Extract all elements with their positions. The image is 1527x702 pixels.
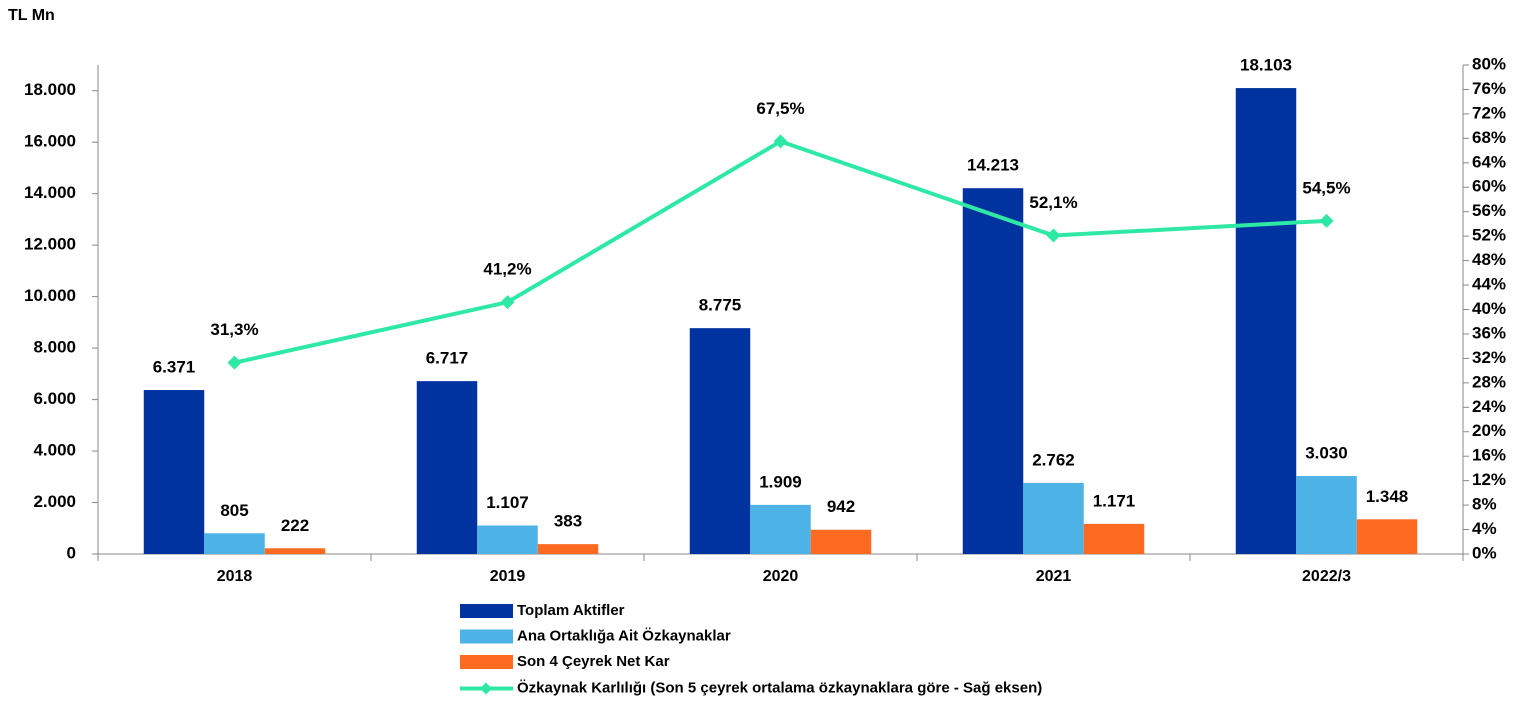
data-label: 14.213 — [967, 156, 1019, 175]
bar — [689, 328, 751, 554]
data-label: 67,5% — [756, 99, 804, 118]
x-tick-label: 2021 — [1036, 568, 1072, 585]
data-label: 383 — [554, 512, 582, 531]
legend-swatch — [460, 604, 513, 618]
data-label: 3.030 — [1305, 444, 1348, 463]
y2-tick-label: 20% — [1472, 421, 1506, 440]
y2-tick-label: 64% — [1472, 152, 1506, 171]
bar — [264, 548, 326, 554]
bar — [477, 525, 538, 554]
y-tick-label: 6.000 — [33, 389, 76, 408]
y2-tick-label: 48% — [1472, 250, 1506, 269]
bar — [1023, 482, 1084, 554]
y-tick-label: 16.000 — [24, 132, 76, 151]
x-tick-label: 2020 — [763, 568, 799, 585]
y-tick-label: 4.000 — [33, 441, 76, 460]
y2-tick-label: 4% — [1472, 519, 1497, 538]
bar — [204, 533, 265, 554]
y2-tick-label: 28% — [1472, 372, 1506, 391]
data-label: 1.107 — [486, 493, 529, 512]
y2-tick-label: 8% — [1472, 495, 1497, 514]
line-marker — [227, 355, 242, 370]
legend-label: Toplam Aktifler — [517, 602, 625, 619]
data-label: 54,5% — [1302, 178, 1350, 197]
y2-tick-label: 80% — [1472, 54, 1506, 73]
y2-tick-label: 44% — [1472, 275, 1506, 294]
bar — [416, 381, 478, 554]
data-label: 805 — [220, 501, 248, 520]
data-label: 18.103 — [1240, 56, 1292, 75]
data-label: 8.775 — [699, 296, 742, 315]
y-tick-label: 14.000 — [24, 183, 76, 202]
x-tick-label: 2022/3 — [1302, 568, 1351, 585]
y2-tick-label: 24% — [1472, 397, 1506, 416]
data-label: 41,2% — [483, 260, 531, 279]
y2-tick-label: 76% — [1472, 79, 1506, 98]
data-label: 1.171 — [1093, 491, 1136, 510]
y2-tick-label: 52% — [1472, 226, 1506, 245]
unit-label: TL Mn — [8, 7, 55, 24]
y-tick-label: 12.000 — [24, 235, 76, 254]
y-tick-label: 0 — [67, 543, 76, 562]
bar — [750, 504, 811, 554]
x-tick-label: 2019 — [490, 568, 526, 585]
y2-tick-label: 40% — [1472, 299, 1506, 318]
line-marker — [1319, 213, 1334, 228]
y2-tick-label: 0% — [1472, 543, 1497, 562]
bar — [1356, 519, 1418, 554]
y-tick-label: 10.000 — [24, 286, 76, 305]
y2-tick-label: 72% — [1472, 103, 1506, 122]
data-label: 2.762 — [1032, 450, 1075, 469]
data-label: 942 — [827, 497, 855, 516]
y-tick-label: 2.000 — [33, 492, 76, 511]
legend-label: Son 4 Çeyrek Net Kar — [517, 653, 670, 670]
y2-tick-label: 68% — [1472, 128, 1506, 147]
x-tick-label: 2018 — [217, 568, 253, 585]
y2-tick-label: 16% — [1472, 446, 1506, 465]
line — [234, 139, 1327, 365]
y2-tick-label: 56% — [1472, 201, 1506, 220]
data-label: 1.909 — [759, 472, 802, 491]
bar — [1083, 523, 1145, 554]
bar — [810, 529, 872, 554]
legend-swatch — [460, 629, 513, 644]
legend-label: Özkaynak Karlılığı (Son 5 çeyrek ortalam… — [517, 679, 1042, 696]
line-marker — [773, 134, 788, 149]
data-label: 52,1% — [1029, 193, 1077, 212]
legend-swatch — [460, 655, 513, 669]
legend-swatch — [480, 682, 492, 695]
line-marker — [500, 295, 515, 310]
y-tick-label: 18.000 — [24, 80, 76, 99]
y2-tick-label: 36% — [1472, 323, 1506, 342]
line-marker — [1046, 228, 1061, 243]
bar — [1296, 476, 1357, 554]
legend-label: Ana Ortaklığa Ait Özkaynaklar — [517, 627, 731, 644]
data-label: 222 — [281, 516, 309, 535]
bar — [1235, 88, 1297, 555]
bar — [962, 188, 1024, 554]
data-label: 6.717 — [426, 349, 469, 368]
bar — [143, 390, 205, 554]
data-label: 1.348 — [1366, 487, 1409, 506]
bar — [537, 544, 599, 554]
y2-tick-label: 60% — [1472, 177, 1506, 196]
data-label: 31,3% — [210, 320, 258, 339]
y2-tick-label: 12% — [1472, 470, 1506, 489]
y-tick-label: 8.000 — [33, 338, 76, 357]
y2-tick-label: 32% — [1472, 348, 1506, 367]
data-label: 6.371 — [153, 358, 196, 377]
